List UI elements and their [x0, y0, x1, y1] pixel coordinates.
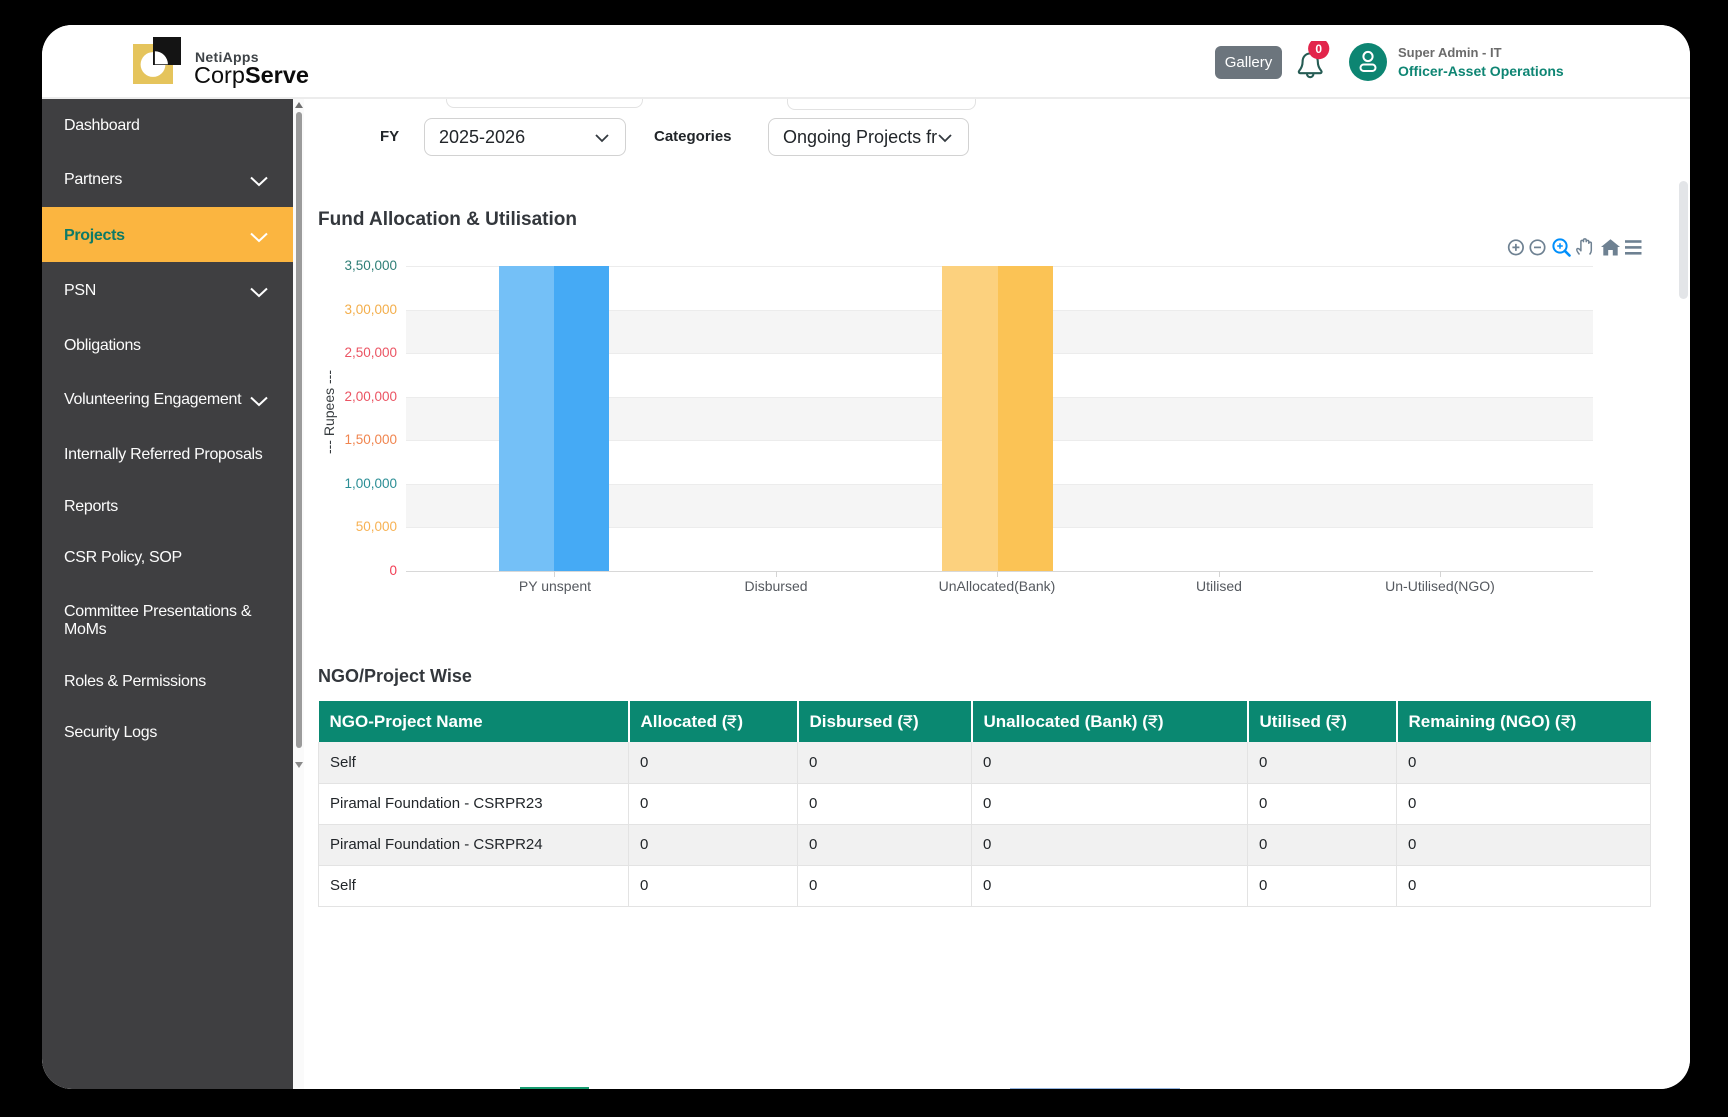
svg-text:0: 0 — [1315, 42, 1322, 56]
